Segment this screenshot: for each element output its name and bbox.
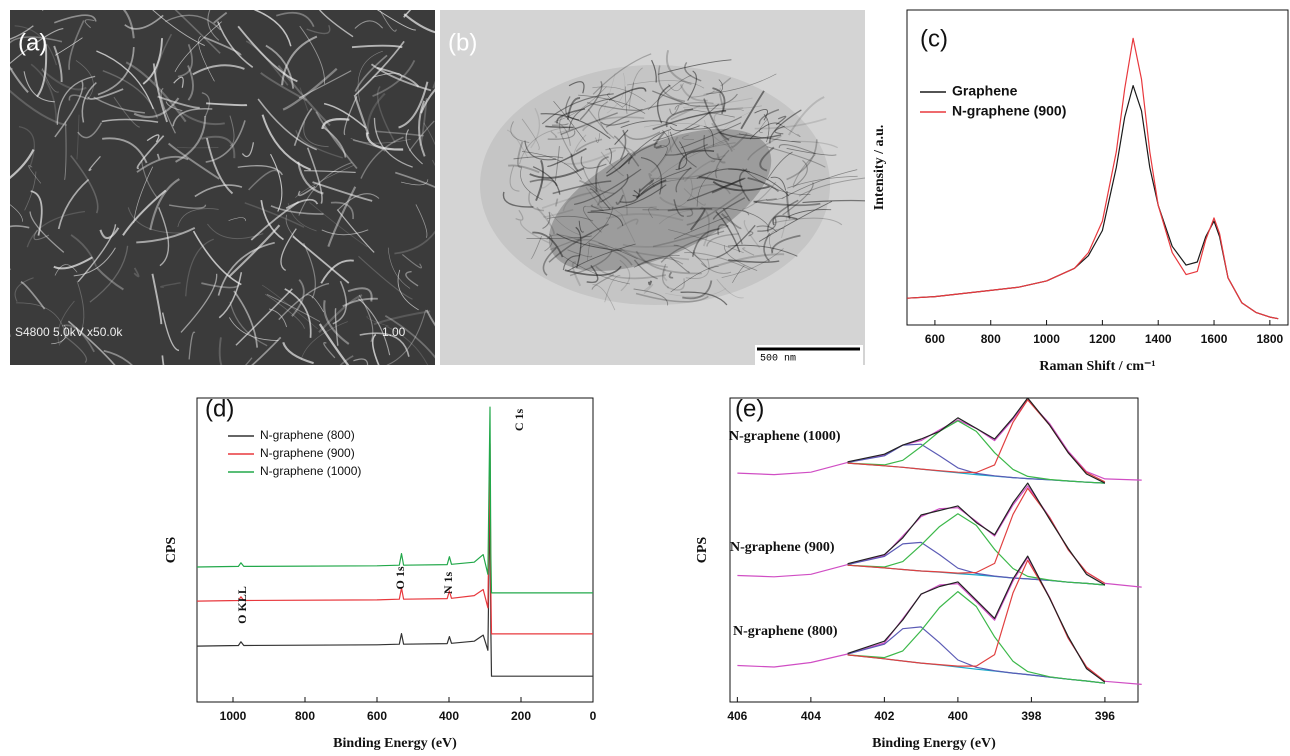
x-tick-label: 1000 — [1033, 332, 1060, 346]
data-line — [848, 542, 1105, 585]
x-tick-label: 402 — [874, 709, 894, 723]
data-line — [197, 407, 593, 593]
panel-label: (c) — [920, 25, 948, 52]
panel-label: (b) — [448, 29, 477, 56]
legend-label: N-graphene (900) — [260, 446, 355, 460]
y-axis-label: CPS — [164, 537, 179, 564]
x-axis-label: Binding Energy (eV) — [872, 736, 996, 751]
data-line — [848, 488, 1105, 583]
sem-caption: S4800 5.0kV x50.0k — [15, 325, 123, 339]
group-label: N-graphene (900) — [730, 540, 835, 555]
peak-annotation: O KLL — [235, 586, 249, 624]
x-axis-label: Raman Shift / cm⁻¹ — [1039, 359, 1155, 374]
group-label: N-graphene (800) — [733, 624, 838, 639]
legend-label: Graphene — [952, 83, 1018, 99]
sheet-edge — [42, 0, 56, 11]
sem-image — [0, 0, 480, 408]
x-tick-label: 400 — [439, 709, 459, 723]
x-tick-label: 404 — [801, 709, 821, 723]
legend-label: N-graphene (800) — [260, 428, 355, 442]
page: {"images": [ {"label": "(a)", "caption":… — [0, 0, 1290, 756]
legend-label: N-graphene (1000) — [260, 464, 361, 478]
group-label: N-graphene (1000) — [729, 429, 841, 444]
scale-text: 500 nm — [760, 354, 796, 365]
sheet-edge — [0, 232, 10, 270]
x-tick-label: 600 — [367, 709, 387, 723]
peak-annotation: O 1s — [393, 566, 407, 589]
y-axis-label: CPS — [695, 537, 710, 564]
data-line — [848, 560, 1105, 681]
x-tick-label: 406 — [727, 709, 747, 723]
panel-label: (e) — [735, 395, 764, 422]
x-axis-label: Binding Energy (eV) — [333, 736, 457, 751]
peak-annotation: C 1s — [512, 409, 526, 432]
x-tick-label: 396 — [1095, 709, 1115, 723]
x-tick-label: 0 — [590, 709, 597, 723]
x-tick-label: 800 — [295, 709, 315, 723]
data-line — [848, 398, 1105, 483]
plot-frame — [907, 10, 1288, 325]
data-line — [848, 483, 1105, 585]
panel-label: (a) — [18, 29, 47, 56]
data-line — [907, 86, 1278, 319]
peak-annotation: N 1s — [441, 572, 455, 595]
x-tick-label: 1400 — [1145, 332, 1172, 346]
data-line — [197, 444, 593, 634]
data-line — [907, 38, 1278, 318]
data-line — [848, 400, 1105, 482]
x-tick-label: 200 — [511, 709, 531, 723]
legend-label: N-graphene (900) — [952, 103, 1066, 119]
sem-scale: 1.00 — [382, 325, 406, 339]
y-axis-label: Intensity / a.u. — [872, 125, 887, 211]
x-tick-label: 800 — [981, 332, 1001, 346]
plot-frame — [197, 398, 593, 702]
x-tick-label: 1600 — [1201, 332, 1228, 346]
x-tick-label: 398 — [1021, 709, 1041, 723]
sheet-edge — [0, 302, 10, 337]
figure: (a) S4800 5.0kV x50.0k 1.00 (b) 500 nm 6… — [0, 0, 1290, 756]
x-tick-label: 600 — [925, 332, 945, 346]
x-tick-label: 1800 — [1257, 332, 1284, 346]
x-tick-label: 1200 — [1089, 332, 1116, 346]
panel-label: (d) — [205, 395, 234, 422]
x-tick-label: 1000 — [220, 709, 247, 723]
x-tick-label: 400 — [948, 709, 968, 723]
tem-image — [440, 10, 878, 365]
